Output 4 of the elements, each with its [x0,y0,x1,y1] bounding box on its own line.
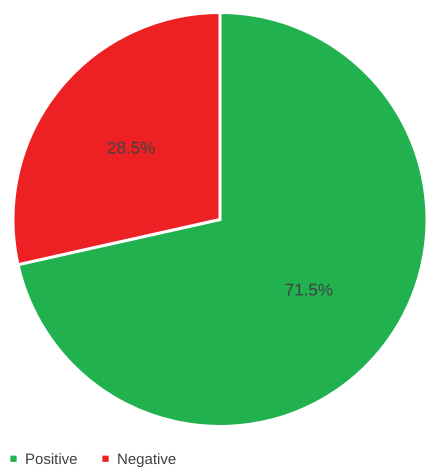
data-label: 71.5% [284,280,333,300]
data-label: 28.5% [107,138,156,158]
legend-label: Negative [117,450,176,468]
legend-label: Positive [25,450,78,468]
